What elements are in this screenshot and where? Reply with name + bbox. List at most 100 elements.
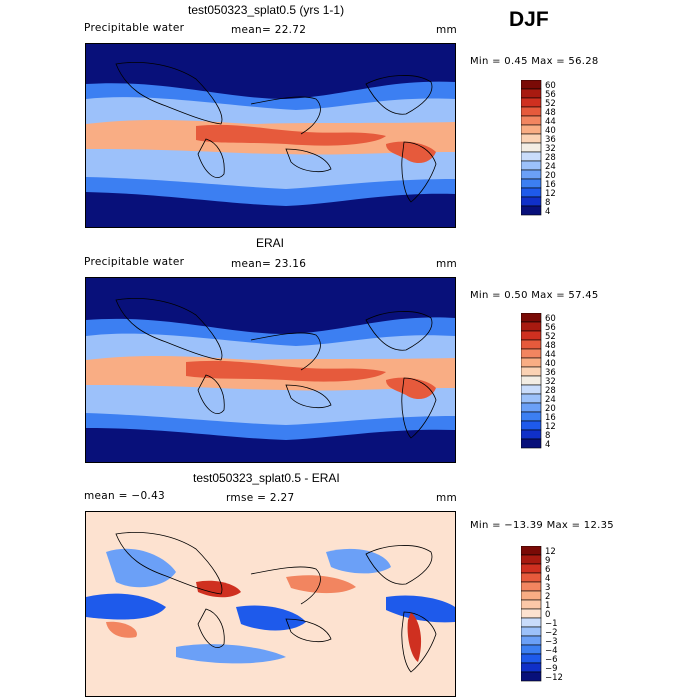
colorbar-tick-label: −3 [545, 637, 558, 647]
panel-2-band-hot [186, 360, 386, 382]
colorbar-swatch [520, 662, 542, 673]
colorbar-swatch [520, 545, 542, 556]
colorbar-swatch [520, 366, 542, 377]
colorbar-tick-label: 4 [545, 207, 550, 217]
colorbar-tick-label: −2 [545, 628, 558, 638]
colorbar-swatch [520, 671, 542, 682]
panel-2-map-svg [86, 278, 455, 462]
colorbar-swatch [520, 115, 542, 126]
panel-1-coastlines [115, 61, 437, 203]
panel-1-units: mm [436, 24, 458, 36]
colorbar-swatch [520, 169, 542, 180]
colorbar-tick-label: −12 [545, 673, 563, 683]
colorbar-tick-label: 3 [545, 583, 550, 593]
panel-3-map-svg [86, 512, 455, 696]
colorbar-tick-label: 1 [545, 601, 550, 611]
panel-1-colorbar: 60 56 52 48 44 40 36 32 28 24 20 16 12 8 4 [520, 79, 601, 230]
colorbar-swatch [520, 572, 542, 583]
panel-3-colorbar: 12 9 6 4 3 2 1 0 −1 −2 −3 −4 −6 −9 −12 [520, 545, 601, 696]
panel-3-map [85, 511, 456, 697]
colorbar-swatch [520, 97, 542, 108]
colorbar-tick-label: 40 [545, 359, 556, 369]
panel-3-title: test050323_splat0.5 - ERAI [193, 471, 340, 485]
panel-3-rmse: rmse = 2.27 [226, 492, 295, 504]
colorbar-tick-label: 16 [545, 413, 556, 423]
colorbar-tick-label: 56 [545, 90, 556, 100]
panel-1-band-hot [196, 124, 386, 146]
colorbar-swatch [520, 626, 542, 637]
colorbar-tick-label: −1 [545, 619, 558, 629]
colorbar-tick-label: 20 [545, 171, 556, 181]
colorbar-tick-label: 4 [545, 574, 550, 584]
colorbar-tick-label: 32 [545, 377, 556, 387]
panel-2-units: mm [436, 258, 458, 270]
colorbar-tick-label: 52 [545, 99, 556, 109]
colorbar-swatch [520, 438, 542, 449]
colorbar-swatch [520, 599, 542, 610]
panel-3-blob-1 [106, 548, 176, 588]
colorbar-tick-label: 24 [545, 395, 556, 405]
panel-2-colorbar: 60 56 52 48 44 40 36 32 28 24 20 16 12 8 4 [520, 312, 601, 463]
colorbar-swatch [520, 590, 542, 601]
panel-3-stats: Min = −13.39 Max = 12.35 [470, 520, 614, 531]
colorbar-tick-label: 36 [545, 368, 556, 378]
colorbar-tick-label: 12 [545, 422, 556, 432]
colorbar-tick-label: 60 [545, 314, 556, 324]
panel-1-band-hot-2 [386, 141, 436, 164]
colorbar-swatch [520, 384, 542, 395]
colorbar-tick-label: −9 [545, 664, 558, 674]
colorbar-swatch [520, 205, 542, 216]
colorbar-tick-label: 12 [545, 547, 556, 557]
colorbar-tick-label: 36 [545, 135, 556, 145]
panel-3-blob-6 [196, 580, 241, 598]
colorbar-swatch [520, 160, 542, 171]
colorbar-swatch [520, 644, 542, 655]
panel-1-map-svg [86, 44, 455, 227]
colorbar-tick-label: 56 [545, 323, 556, 333]
colorbar-swatch [520, 339, 542, 350]
panel-2-coastlines [115, 297, 437, 439]
colorbar-swatch [520, 608, 542, 619]
colorbar-tick-label: 2 [545, 592, 550, 602]
panel-3-blob-9 [106, 621, 137, 638]
panel-2-band-hot-2 [386, 377, 436, 400]
colorbar-tick-label: 0 [545, 610, 550, 620]
colorbar-swatch [520, 554, 542, 565]
panel-3-units: mm [436, 492, 458, 504]
colorbar-tick-label: 4 [545, 440, 550, 450]
colorbar-swatch [520, 142, 542, 153]
colorbar-tick-label: 16 [545, 180, 556, 190]
colorbar-swatch [520, 178, 542, 189]
colorbar-swatch [520, 312, 542, 323]
panel-3-blob-2 [86, 593, 166, 620]
colorbar-tick-label: 44 [545, 350, 556, 360]
colorbar-swatch [520, 348, 542, 359]
panel-2-stats: Min = 0.50 Max = 57.45 [470, 290, 599, 301]
panel-3-blob-3 [236, 605, 306, 631]
colorbar-tick-label: 8 [545, 431, 550, 441]
colorbar-tick-label: 9 [545, 556, 550, 566]
colorbar-swatch [520, 321, 542, 332]
colorbar-tick-label: 60 [545, 81, 556, 91]
colorbar-swatch [520, 330, 542, 341]
colorbar-tick-label: 44 [545, 117, 556, 127]
colorbar-tick-label: 32 [545, 144, 556, 154]
colorbar-tick-label: 40 [545, 126, 556, 136]
colorbar-tick-label: 20 [545, 404, 556, 414]
panel-2-mean: mean= 23.16 [231, 258, 307, 270]
colorbar-swatch [520, 88, 542, 99]
panel-1-title: test050323_splat0.5 (yrs 1-1) [188, 3, 345, 17]
colorbar-swatch [520, 429, 542, 440]
colorbar-tick-label: 48 [545, 108, 556, 118]
colorbar-swatch [520, 357, 542, 368]
panel-3-mean: mean = −0.43 [84, 490, 166, 502]
panel-1-map [85, 43, 456, 228]
colorbar-tick-label: 8 [545, 198, 550, 208]
colorbar-tick-label: 28 [545, 386, 556, 396]
colorbar-swatch [520, 393, 542, 404]
colorbar-swatch [520, 151, 542, 162]
colorbar-swatch [520, 124, 542, 135]
panel-2-map [85, 277, 456, 463]
